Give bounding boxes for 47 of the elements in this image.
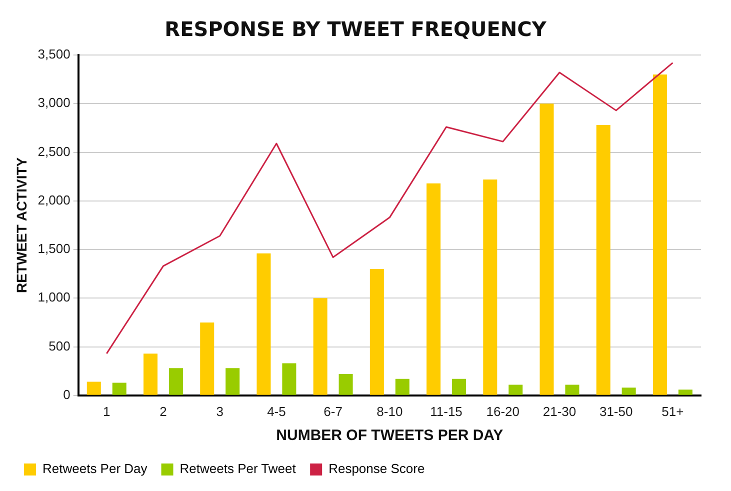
x-tick-label: 3	[216, 404, 224, 419]
bar	[338, 374, 353, 395]
bar	[565, 384, 580, 395]
bar	[678, 390, 692, 395]
x-axis-title: NUMBER OF TWEETS PER DAY	[276, 427, 504, 444]
bar	[200, 322, 214, 395]
bar	[112, 382, 126, 395]
bar	[370, 268, 384, 395]
x-tick-label: 11-15	[430, 404, 462, 419]
bar	[426, 183, 441, 395]
legend-label: Response Score	[328, 461, 425, 476]
y-tick-label: 3,500	[38, 46, 70, 62]
bar	[652, 74, 667, 395]
x-tick-label: 16-20	[486, 404, 520, 419]
y-tick-label: 1,500	[38, 241, 70, 256]
bar	[622, 388, 636, 395]
y-tick-label: 0	[63, 386, 70, 402]
y-tick-label: 3,000	[38, 95, 70, 110]
bar	[508, 384, 523, 395]
x-tick-label: 51+	[662, 404, 684, 419]
y-tick-label: 1,000	[38, 290, 70, 305]
x-tick-label: 6-7	[324, 404, 342, 419]
chart-title: RESPONSE BY TWEET FREQUENCY	[164, 17, 547, 42]
y-tick-label: 2,000	[38, 192, 70, 208]
bar	[540, 104, 554, 395]
bar	[282, 363, 296, 395]
bar	[596, 125, 610, 395]
bar	[86, 382, 101, 395]
bar	[395, 378, 410, 395]
bar	[168, 368, 183, 395]
x-tick-label: 21-30	[542, 404, 576, 419]
y-tick-label: 500	[48, 338, 70, 354]
bar	[452, 378, 466, 395]
bar	[144, 354, 158, 395]
y-axis-title: RETWEET ACTIVITY	[13, 156, 30, 293]
x-tick-label: 2	[160, 404, 167, 419]
legend-label: Retweets Per Day	[42, 461, 148, 476]
y-tick-label: 2,500	[38, 144, 70, 159]
bar	[483, 179, 498, 395]
legend-label: Retweets Per Tweet	[180, 461, 296, 476]
x-tick-label: 31-50	[599, 404, 633, 419]
bar	[313, 298, 328, 395]
x-tick-label: 8-10	[376, 404, 403, 419]
bar	[256, 253, 271, 395]
x-tick-label: 4-5	[267, 404, 286, 419]
bar	[226, 368, 240, 395]
x-tick-label: 1	[103, 404, 110, 419]
